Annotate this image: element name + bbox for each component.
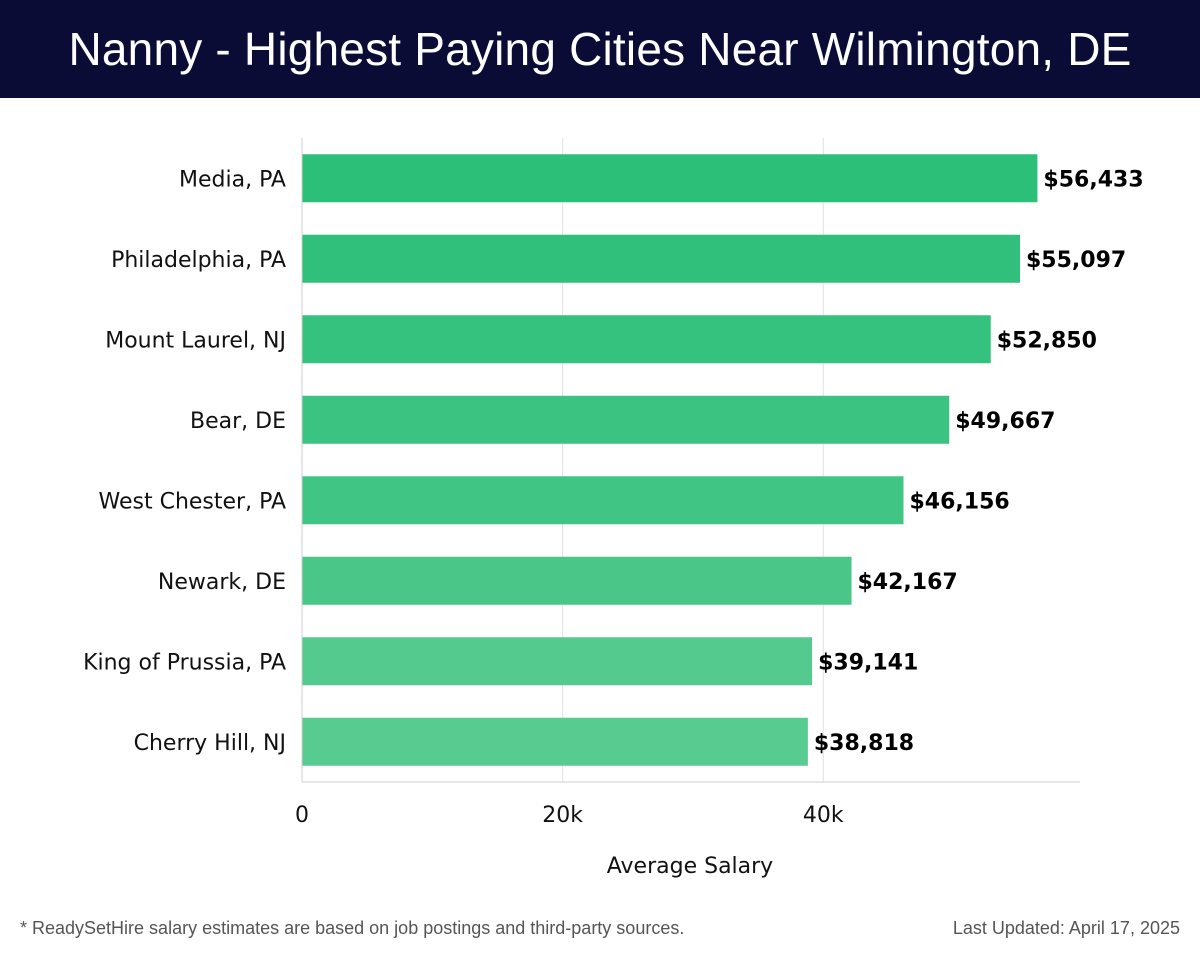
bar	[302, 315, 991, 364]
bar	[302, 154, 1038, 203]
x-axis: 0 20k 40k	[295, 138, 1080, 828]
last-updated: Last Updated: April 17, 2025	[952, 918, 1180, 938]
x-tick-label: 40k	[803, 803, 844, 828]
bar-chart: Media, PA $56,433 Philadelphia, PA $55,097 M…	[83, 138, 1144, 879]
category-label: Philadelphia, PA	[111, 248, 286, 273]
bar	[302, 556, 852, 605]
category-label: West Chester, PA	[99, 489, 286, 514]
chart-header: Nanny - Highest Paying Cities Near Wilmi…	[0, 0, 1200, 98]
chart-title: Nanny - Highest Paying Cities Near Wilmi…	[68, 23, 1132, 75]
value-label: $49,667	[955, 409, 1055, 434]
x-axis-title: Average Salary	[607, 854, 773, 879]
value-label: $56,433	[1043, 167, 1143, 192]
bars: Media, PA $56,433 Philadelphia, PA $55,097 M…	[83, 154, 1144, 766]
category-label: King of Prussia, PA	[83, 650, 286, 675]
bar	[302, 717, 808, 766]
value-label: $42,167	[858, 570, 958, 595]
value-label: $52,850	[997, 328, 1097, 353]
bar	[302, 476, 904, 525]
x-tick-label: 0	[295, 803, 309, 828]
bar	[302, 234, 1021, 283]
x-tick-label: 20k	[542, 803, 583, 828]
category-label: Mount Laurel, NJ	[105, 328, 286, 353]
value-label: $55,097	[1026, 248, 1126, 273]
footer-note: * ReadySetHire salary estimates are base…	[20, 918, 685, 938]
category-label: Media, PA	[179, 167, 286, 192]
bar	[302, 637, 813, 686]
gridlines	[562, 138, 824, 782]
category-label: Newark, DE	[158, 570, 286, 595]
value-label: $46,156	[909, 489, 1009, 514]
category-label: Cherry Hill, NJ	[134, 731, 286, 756]
bar	[302, 395, 950, 444]
value-label: $38,818	[814, 731, 914, 756]
category-label: Bear, DE	[190, 409, 286, 434]
value-label: $39,141	[818, 650, 918, 675]
